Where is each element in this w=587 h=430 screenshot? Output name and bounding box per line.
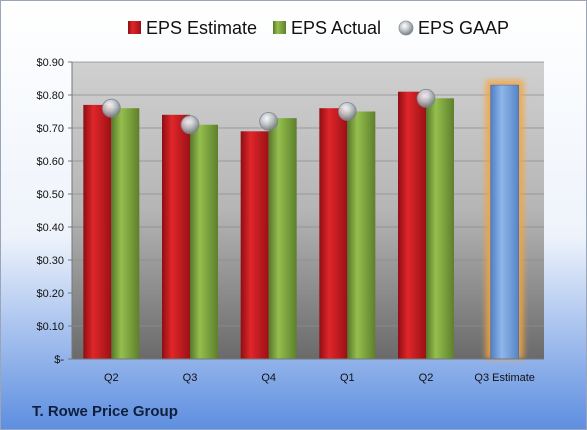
eps-estimate-bar (162, 114, 190, 359)
q3-estimate-bar (490, 84, 519, 360)
eps-actual-bar (190, 124, 218, 359)
eps-gaap-marker (337, 102, 357, 121)
legend-label-eps-actual: EPS Actual (291, 18, 381, 38)
y-tick-label: $0.70 (36, 123, 64, 135)
x-tick-label: Q2 (104, 372, 119, 384)
eps-gaap-marker (416, 88, 436, 108)
legend-marker-eps-gaap (398, 20, 414, 36)
eps-estimate-bar (319, 108, 348, 359)
legend-label-eps-gaap: EPS GAAP (418, 18, 509, 38)
legend: EPS Estimate EPS Actual EPS GAAP (128, 18, 509, 38)
x-tick-label: Q3 Estimate (474, 372, 535, 384)
eps-actual-bar (111, 108, 140, 359)
eps-estimate-bar (83, 104, 112, 360)
eps-gaap-marker (259, 112, 279, 131)
legend-label-eps-estimate: EPS Estimate (146, 18, 257, 38)
legend-item-eps-estimate: EPS Estimate (128, 18, 257, 38)
y-tick-label: $- (54, 354, 64, 366)
eps-actual-bar (268, 118, 297, 359)
y-tick-label: $0.40 (36, 222, 64, 234)
eps-gaap-marker (180, 115, 200, 135)
y-tick-label: $0.20 (36, 288, 64, 300)
y-tick-label: $0.30 (36, 255, 64, 267)
y-tick-label: $0.10 (36, 321, 64, 333)
legend-item-eps-gaap: EPS GAAP (398, 18, 509, 38)
x-axis-labels: Q2 Q3 Q4 Q1 Q2 Q3 Estimate (72, 358, 544, 384)
legend-item-eps-actual: EPS Actual (273, 18, 381, 38)
eps-gaap-marker (101, 98, 121, 118)
y-tick-label: $0.60 (36, 156, 64, 168)
x-tick-label: Q4 (261, 372, 276, 384)
bars (83, 80, 524, 360)
company-name: T. Rowe Price Group (32, 403, 178, 420)
eps-actual-bar (347, 111, 376, 359)
eps-actual-bar (426, 98, 454, 360)
legend-swatch-eps-actual (273, 21, 286, 34)
y-tick-label: $0.80 (36, 90, 64, 102)
x-tick-label: Q3 (183, 372, 198, 384)
x-tick-label: Q2 (419, 372, 434, 384)
y-tick-label: $0.90 (36, 57, 64, 69)
eps-estimate-bar (398, 91, 426, 359)
plot-area (72, 62, 544, 359)
eps-estimate-bar (240, 131, 269, 359)
x-tick-label: Q1 (340, 372, 355, 384)
y-tick-label: $0.50 (36, 189, 64, 201)
y-axis-ticks: $- $0.10 $0.20 $0.30 $0.40 $0.50 $0.60 $0.70 $0.… (36, 57, 73, 366)
legend-swatch-eps-estimate (128, 21, 141, 34)
